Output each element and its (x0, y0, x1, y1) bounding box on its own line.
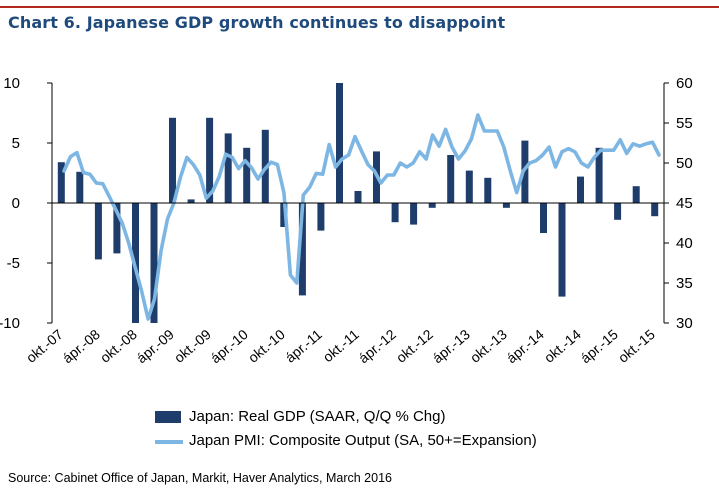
gdp-bar (595, 147, 603, 203)
x-tick-label: ápr.-15 (577, 326, 621, 366)
pmi-line (62, 113, 661, 321)
x-tick-label: okt.-07 (23, 326, 66, 366)
left-tick-label: 10 (3, 75, 20, 92)
gdp-bar (465, 170, 473, 203)
left-tick-label: -5 (7, 255, 20, 272)
right-tick-label: 55 (676, 115, 693, 132)
x-tick-label: ápr.-13 (429, 326, 473, 366)
x-tick-label: okt.-15 (615, 326, 658, 366)
x-tick-label: ápr.-12 (355, 326, 399, 366)
gdp-bar (317, 203, 325, 231)
right-tick-label: 60 (676, 75, 693, 92)
gdp-bar (113, 203, 121, 254)
gdp-bar (76, 171, 84, 203)
gdp-bar (577, 176, 584, 203)
gdp-bar (354, 191, 362, 203)
chart-plot: 1050-5-1060555045403530okt.-07ápr.-08okt… (0, 75, 693, 366)
gdp-bar (447, 155, 455, 203)
gdp-bar (94, 203, 102, 260)
gdp-bar (540, 203, 547, 233)
gdp-bar (57, 162, 65, 203)
top-rule (0, 6, 719, 8)
gdp-bar (391, 203, 399, 223)
gdp-bar (150, 203, 158, 323)
gdp-bar (410, 203, 418, 225)
x-tick-label: okt.-09 (171, 326, 214, 366)
gdp-bar (206, 117, 214, 203)
x-tick-label: okt.-10 (245, 326, 288, 366)
x-tick-label: ápr.-10 (207, 326, 251, 366)
right-tick-label: 35 (676, 275, 693, 292)
gdp-bar (521, 140, 529, 203)
gdp-bar (428, 203, 436, 208)
gdp-bar (280, 203, 288, 227)
gdp-bars (57, 83, 659, 323)
gdp-bar (336, 83, 343, 203)
legend-key-bar (155, 411, 181, 423)
gdp-bar (224, 133, 232, 203)
gdp-bar (187, 199, 195, 203)
gdp-bar (632, 186, 640, 203)
gdp-bar (298, 203, 306, 296)
gdp-bar (502, 203, 510, 208)
left-tick-label: 0 (12, 195, 20, 212)
gdp-bar (243, 147, 251, 203)
legend-label-pmi: Japan PMI: Composite Output (SA, 50+=Exp… (189, 432, 537, 449)
gdp-bar (614, 203, 622, 220)
right-tick-label: 40 (676, 235, 693, 252)
x-tick-label: ápr.-11 (282, 326, 325, 366)
left-tick-label: 5 (12, 135, 20, 152)
x-tick-label: ápr.-09 (133, 326, 177, 366)
source-note: Source: Cabinet Office of Japan, Markit,… (8, 471, 392, 485)
x-tick-label: okt.-13 (467, 326, 510, 366)
legend-key-line (155, 440, 183, 444)
gdp-bar (169, 117, 176, 203)
tick-labels: 1050-5-1060555045403530okt.-07ápr.-08okt… (0, 75, 693, 366)
x-tick-label: okt.-12 (393, 326, 436, 366)
gdp-bar (651, 203, 659, 217)
gdp-bar (484, 177, 492, 203)
right-tick-label: 30 (676, 315, 693, 332)
chart-title: Chart 6. Japanese GDP growth continues t… (8, 13, 506, 32)
x-tick-label: okt.-14 (541, 326, 584, 366)
x-tick-label: okt.-11 (320, 326, 362, 365)
x-tick-label: okt.-08 (97, 326, 140, 366)
right-tick-label: 45 (676, 195, 693, 212)
axes (47, 82, 669, 324)
left-tick-label: -10 (0, 315, 20, 332)
gdp-bar (558, 203, 566, 297)
legend-label-gdp: Japan: Real GDP (SAAR, Q/Q % Chg) (189, 408, 446, 425)
x-tick-label: ápr.-14 (503, 326, 547, 366)
x-tick-label: ápr.-08 (59, 326, 103, 366)
right-tick-label: 50 (676, 155, 693, 172)
pmi-line-layer (62, 113, 661, 321)
